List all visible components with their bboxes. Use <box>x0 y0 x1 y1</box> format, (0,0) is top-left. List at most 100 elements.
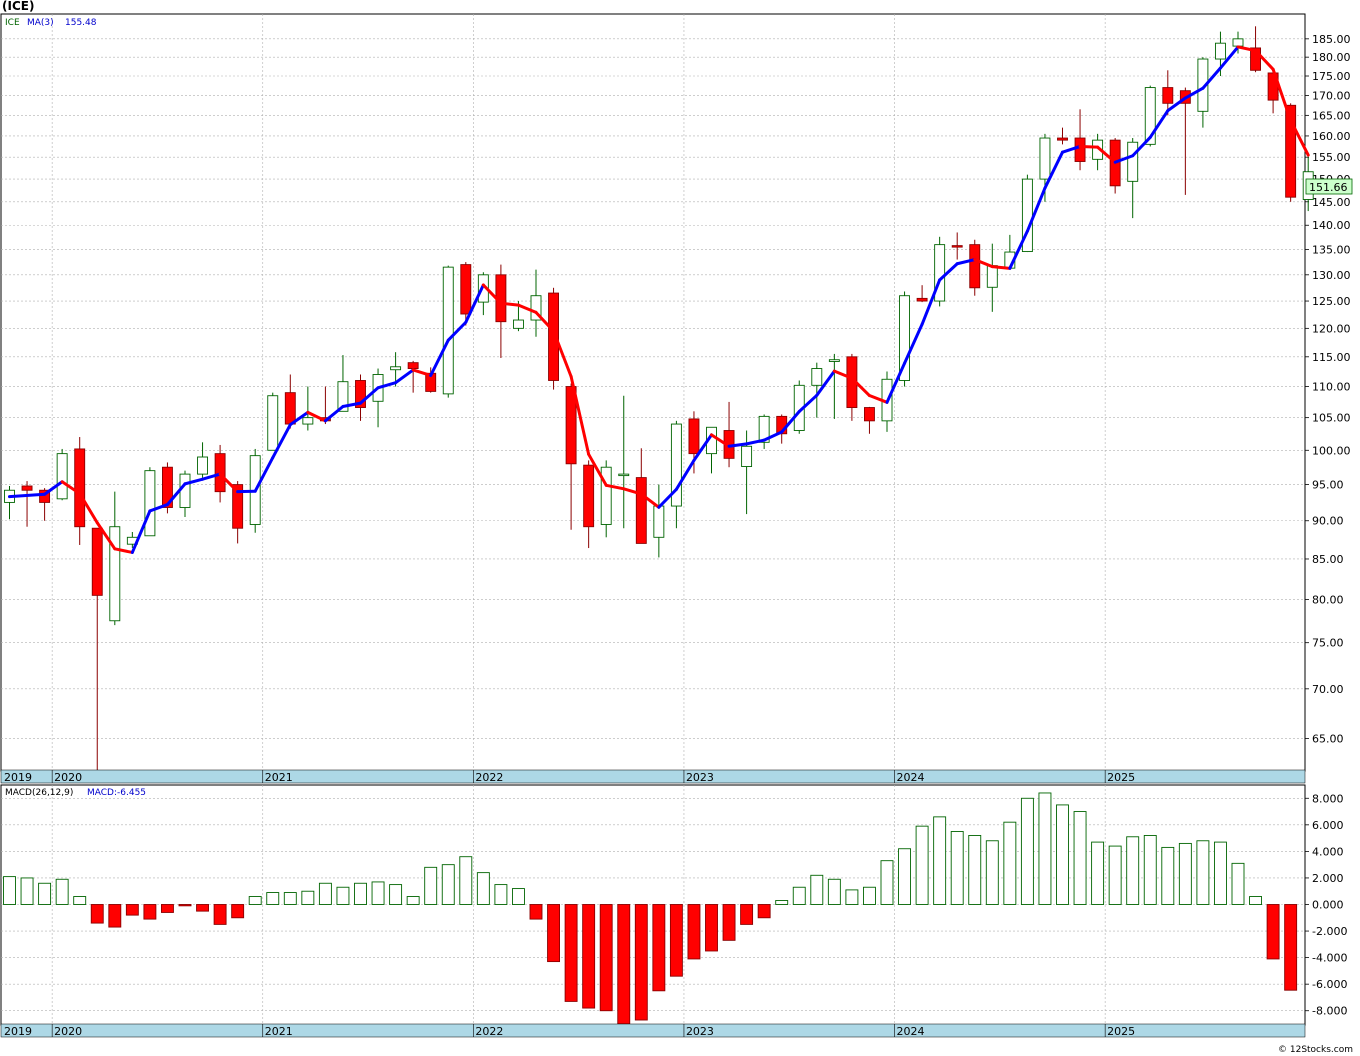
macd-legend-name: MACD(26,12,9) <box>5 788 73 798</box>
macd-bar-negative <box>599 904 613 1012</box>
candle-down <box>1057 127 1068 145</box>
macd-bar-positive <box>933 816 947 905</box>
candle-down <box>1162 70 1174 116</box>
ma-segment <box>990 265 1012 270</box>
ma-segment <box>201 472 222 481</box>
candle-down <box>951 232 963 260</box>
macd-bar-positive <box>73 896 87 905</box>
ma-segment <box>60 480 82 496</box>
macd-bar-negative <box>529 904 543 920</box>
xtick-label: 2019 <box>4 1025 32 1038</box>
candle-up <box>1197 57 1209 128</box>
ma-segment <box>446 320 468 342</box>
candle-body <box>1214 42 1226 60</box>
ma-segment <box>745 438 766 446</box>
candle-body <box>969 244 981 289</box>
candle-down <box>1074 109 1086 171</box>
ma-segment <box>604 483 626 491</box>
ma-segment <box>710 433 731 448</box>
xtick-label: 2020 <box>54 771 82 784</box>
macd-bar-negative <box>125 904 139 916</box>
candle-body <box>1144 87 1156 145</box>
candle-up <box>302 386 314 431</box>
macd-bar-positive <box>1091 841 1105 905</box>
candle-body <box>109 526 121 622</box>
macd-bar-negative <box>617 904 631 1025</box>
macd-bar-positive <box>1073 811 1087 905</box>
candle-body <box>548 292 559 381</box>
price-ytick-label: 125.00 <box>1312 295 1351 308</box>
candle-body <box>916 297 928 302</box>
candle-down <box>565 383 577 530</box>
macd-bar-negative <box>160 904 174 913</box>
macd-bar-positive <box>248 896 262 905</box>
ma-segment <box>639 492 661 509</box>
candle-body <box>355 380 366 408</box>
candle-up <box>197 442 209 478</box>
ma-segment <box>1183 86 1205 100</box>
candle-body <box>21 485 33 491</box>
macd-ytick-label: 6.000 <box>1312 819 1344 832</box>
macd-ytick-label: -4.000 <box>1312 952 1347 965</box>
ma-segment <box>429 338 450 377</box>
macd-bar-positive <box>827 878 841 905</box>
price-ytick-label: 100.00 <box>1312 444 1351 457</box>
macd-ytick-label: -2.000 <box>1312 925 1347 938</box>
candle-body <box>1162 87 1174 104</box>
ma-segment <box>306 410 327 423</box>
price-ytick-label: 185.00 <box>1312 33 1351 46</box>
ma-segment <box>1008 229 1029 270</box>
ma-segment <box>148 503 169 513</box>
macd-bar-positive <box>1020 797 1034 905</box>
ma-segment <box>323 404 345 423</box>
ma-segment <box>218 472 240 494</box>
ma-segment <box>815 369 836 397</box>
xtick-label: 2025 <box>1107 1025 1135 1038</box>
macd-bar-positive <box>968 835 982 905</box>
candle-body <box>1250 47 1262 71</box>
candle-body <box>583 464 595 528</box>
price-ytick-label: 140.00 <box>1312 219 1351 232</box>
candle-body <box>864 407 875 422</box>
ma-segment <box>1025 186 1047 233</box>
ma-segment <box>657 487 678 509</box>
candle-down <box>460 262 472 326</box>
ma-segment <box>499 301 520 307</box>
candle-down <box>91 527 103 770</box>
xtick-label: 2022 <box>475 1025 503 1038</box>
macd-bar-negative <box>196 904 210 912</box>
candle-down <box>548 287 559 390</box>
candle-body <box>1074 137 1086 162</box>
macd-bar-positive <box>266 892 280 905</box>
ma-segment <box>955 258 977 266</box>
ma-segment <box>464 283 485 324</box>
macd-xaxis-strip <box>0 1023 1306 1038</box>
macd-bar-positive <box>1003 821 1017 905</box>
candle-up <box>934 236 946 307</box>
price-ytick-label: 170.00 <box>1312 89 1351 102</box>
ma-segment <box>43 480 64 496</box>
chart-title: (ICE) <box>2 0 34 13</box>
candle-body <box>91 527 103 596</box>
candle-up <box>144 467 156 537</box>
ma-segment <box>1271 67 1293 122</box>
xtick-label: 2024 <box>897 771 925 784</box>
ma-segment <box>1043 150 1064 190</box>
ma-segment <box>727 442 749 448</box>
macd-ytick-label: -6.000 <box>1312 978 1347 991</box>
price-ytick-label: 90.00 <box>1312 515 1344 528</box>
ma-segment <box>850 376 871 398</box>
ma-segment <box>1218 45 1240 70</box>
ma-segment <box>113 547 134 554</box>
macd-bar-positive <box>301 890 315 905</box>
watermark: © 12Stocks.com <box>1278 1045 1353 1055</box>
candle-body <box>179 473 191 508</box>
macd-bar-negative <box>652 904 666 992</box>
macd-ytick-label: 8.000 <box>1312 792 1344 805</box>
macd-bar-positive <box>915 825 929 905</box>
candle-body <box>635 477 647 544</box>
macd-bar-positive <box>55 878 69 905</box>
candle-up <box>899 291 910 387</box>
ma-segment <box>1254 49 1275 71</box>
